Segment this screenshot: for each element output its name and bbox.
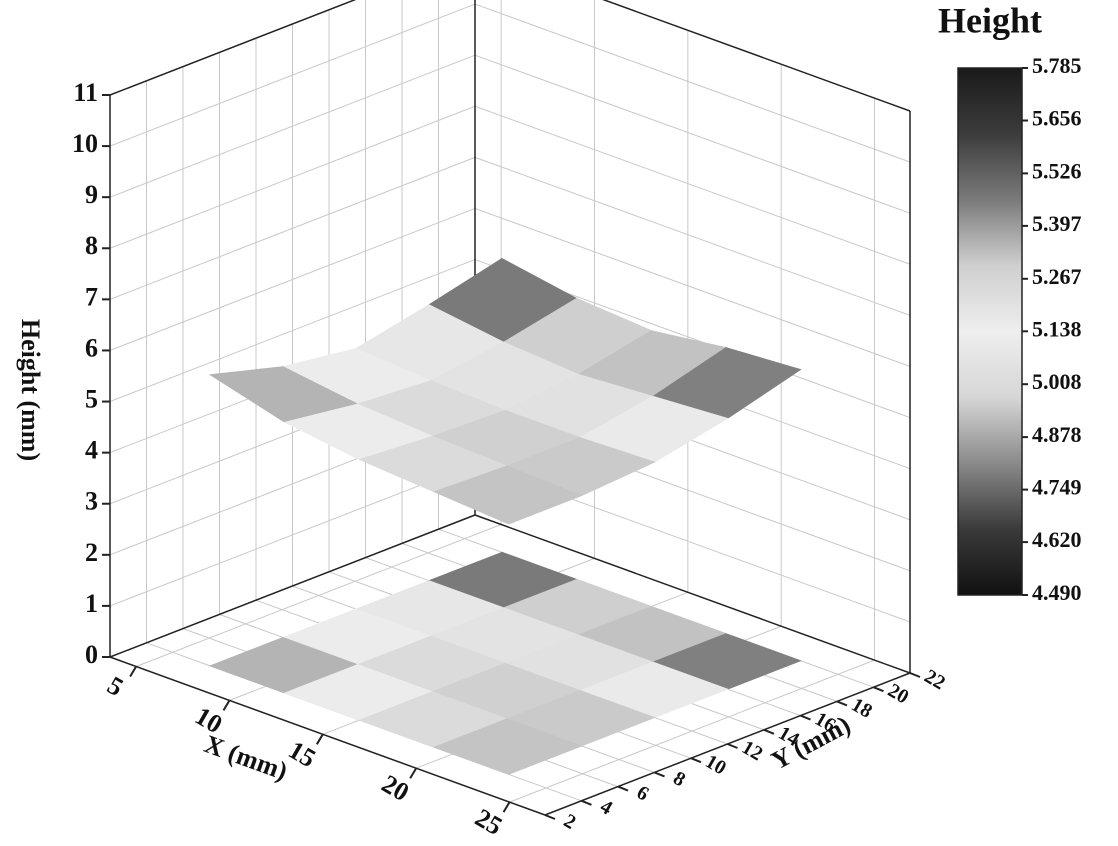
colorbar-tick-label: 4.620 xyxy=(1032,527,1082,552)
y-tick-label: 4 xyxy=(596,796,616,820)
grid-line xyxy=(474,156,911,316)
z-tick-label: 5 xyxy=(85,385,98,414)
z-axis-title: Height (mm) xyxy=(16,319,45,461)
y-tick-label: 2 xyxy=(560,810,580,834)
z-tick-label: 11 xyxy=(73,78,98,107)
colorbar-tick-label: 4.490 xyxy=(1032,580,1082,605)
y-tick-label: 12 xyxy=(738,736,766,765)
tick-mark xyxy=(836,700,848,707)
z-tick-label: 9 xyxy=(85,180,98,209)
tick-mark xyxy=(800,714,811,721)
colorbar xyxy=(957,67,1023,596)
tick-mark xyxy=(727,743,738,749)
y-tick-label: 22 xyxy=(921,665,949,694)
tick-mark xyxy=(873,686,884,693)
colorbar-title: Height xyxy=(938,0,1042,40)
axis-line xyxy=(602,0,911,112)
tick-mark xyxy=(544,814,556,820)
tick-mark xyxy=(690,757,702,764)
z-tick-label: 8 xyxy=(85,231,98,260)
z-tick-label: 4 xyxy=(85,436,98,465)
colorbar-tick-label: 5.267 xyxy=(1032,264,1082,289)
axis-line xyxy=(474,514,911,674)
tick-mark xyxy=(763,728,775,735)
z-tick-label: 3 xyxy=(85,487,98,516)
colorbar-tick-label: 4.749 xyxy=(1032,475,1082,500)
grid-line xyxy=(474,54,911,214)
z-tick-label: 2 xyxy=(85,538,98,567)
tick-mark xyxy=(654,771,665,778)
grid-line xyxy=(135,524,502,667)
projection-cell xyxy=(432,718,583,775)
x-tick-label: 20 xyxy=(377,769,414,807)
z-tick-label: 7 xyxy=(85,282,98,311)
tick-mark xyxy=(409,767,418,779)
tick-mark xyxy=(129,665,137,678)
x-tick-label: 15 xyxy=(284,735,321,773)
colorbar-tick-label: 5.397 xyxy=(1032,211,1082,236)
z-tick-label: 0 xyxy=(85,640,98,669)
grid-line xyxy=(602,0,911,112)
grid-line xyxy=(474,207,911,367)
z-tick-label: 6 xyxy=(85,333,98,362)
colorbar-tick-label: 5.008 xyxy=(1032,369,1082,394)
axis-line xyxy=(109,656,546,816)
grid-line xyxy=(474,3,911,163)
colorbar-tick-label: 5.526 xyxy=(1032,158,1082,183)
y-tick-label: 18 xyxy=(848,694,876,723)
axis-line xyxy=(109,0,357,96)
x-axis-title: X (mm) xyxy=(201,729,292,786)
y-tick-label: 20 xyxy=(884,679,912,708)
tick-mark xyxy=(617,785,629,792)
x-tick-label: 5 xyxy=(103,670,129,702)
y-tick-label: 10 xyxy=(702,750,730,779)
colorbar-tick-label: 5.785 xyxy=(1032,53,1082,78)
grid-line xyxy=(474,105,911,265)
axis-line xyxy=(109,514,476,658)
colorbar-tick-label: 4.878 xyxy=(1032,422,1082,447)
grid-line xyxy=(509,659,875,803)
tick-mark xyxy=(909,672,921,678)
y-tick-label: 8 xyxy=(669,767,689,791)
tick-mark xyxy=(502,801,511,813)
z-tick-label: 10 xyxy=(72,129,98,158)
colorbar-tick-label: 5.138 xyxy=(1032,316,1082,341)
tick-mark xyxy=(222,699,231,711)
surface-cell xyxy=(432,465,583,525)
tick-mark xyxy=(581,799,592,806)
z-tick-label: 1 xyxy=(85,589,98,618)
x-tick-label: 25 xyxy=(470,803,507,841)
y-tick-label: 6 xyxy=(633,781,653,805)
tick-mark xyxy=(315,733,324,745)
colorbar-tick-label: 5.656 xyxy=(1032,106,1082,131)
